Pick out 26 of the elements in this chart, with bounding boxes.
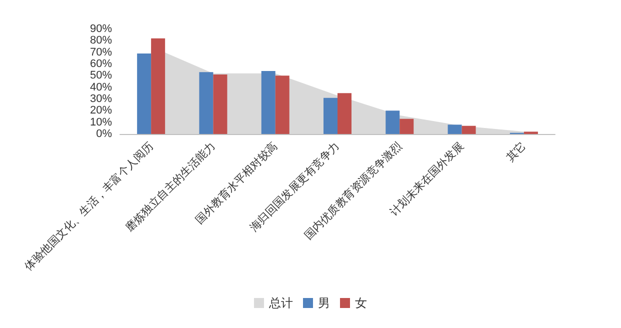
- y-tick-label: 20%: [90, 104, 112, 117]
- bar: [137, 54, 152, 134]
- legend-label: 女: [355, 296, 367, 310]
- bar: [324, 98, 338, 134]
- bar: [151, 38, 166, 134]
- bar: [338, 93, 352, 134]
- x-tick-label: 其它: [504, 139, 529, 164]
- y-tick-label: 70%: [90, 46, 112, 58]
- bar: [448, 124, 462, 134]
- bar: [213, 74, 228, 134]
- y-tick-label: 30%: [90, 93, 112, 105]
- y-tick-label: 40%: [90, 81, 112, 94]
- y-tick-label: 80%: [90, 34, 112, 47]
- bar: [462, 126, 476, 134]
- bar: [400, 118, 414, 134]
- bar: [199, 72, 214, 134]
- y-tick-label: 90%: [90, 23, 112, 35]
- bar: [386, 110, 400, 134]
- y-tick-label: 10%: [90, 116, 112, 128]
- y-tick-label: 0%: [96, 128, 112, 140]
- legend-label: 总计: [268, 296, 293, 310]
- legend-label: 男: [318, 296, 330, 310]
- bar: [261, 71, 276, 134]
- y-tick-label: 50%: [90, 70, 112, 82]
- bar: [275, 76, 290, 134]
- y-tick-label: 60%: [90, 58, 112, 70]
